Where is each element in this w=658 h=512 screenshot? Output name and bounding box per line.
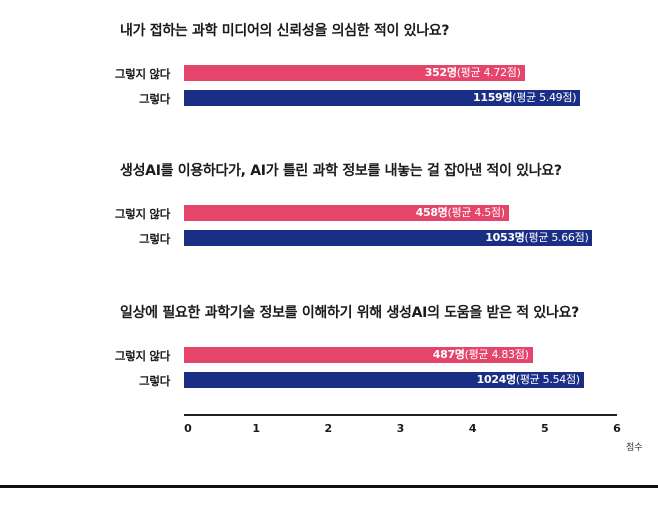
bar-data-label: 487명(평균 4.83점) xyxy=(433,347,529,363)
bar-data-label: 458명(평균 4.5점) xyxy=(416,205,505,221)
bar-data-label: 352명(평균 4.72점) xyxy=(425,65,521,81)
x-tick-label: 6 xyxy=(613,422,621,435)
x-tick-label: 4 xyxy=(468,422,477,435)
bar-yes: 1024명(평균 5.54점) xyxy=(184,372,584,388)
category-label: 그렇지 않다 xyxy=(114,207,170,221)
question-title: 일상에 필요한 과학기술 정보를 이해하기 위해 생성AI의 도움을 받은 적 … xyxy=(120,305,579,321)
x-tick-label: 2 xyxy=(324,422,333,435)
bar-count: 352명 xyxy=(424,66,457,79)
bar-count: 1053명 xyxy=(485,231,525,244)
x-tick-label: 1 xyxy=(252,422,260,435)
bar-yes: 1053명(평균 5.66점) xyxy=(184,230,593,246)
x-tick-label: 5 xyxy=(541,422,549,435)
bar-no: 487명(평균 4.83점) xyxy=(184,347,533,363)
bottom-divider xyxy=(0,485,658,488)
bar-average: (평균 5.49점) xyxy=(512,91,577,104)
bar-data-label: 1159명(평균 5.49점) xyxy=(473,90,576,106)
bar-average: (평균 5.54점) xyxy=(515,373,580,386)
bar-data-label: 1053명(평균 5.66점) xyxy=(485,230,588,246)
category-label: 그렇지 않다 xyxy=(114,67,170,81)
bar-count: 458명 xyxy=(415,206,448,219)
category-label: 그렇지 않다 xyxy=(114,349,170,363)
category-label: 그렇다 xyxy=(139,374,170,388)
x-axis-unit: 점수 xyxy=(626,443,643,453)
bar-average: (평균 4.5점) xyxy=(447,206,506,219)
bar-average: (평균 4.83점) xyxy=(464,348,529,361)
bar-count: 1159명 xyxy=(473,91,513,104)
question-title: 생성AI를 이용하다가, AI가 틀린 과학 정보를 내놓는 걸 잡아낸 적이 … xyxy=(120,163,562,179)
bar-count: 487명 xyxy=(432,348,465,361)
bar-no: 352명(평균 4.72점) xyxy=(184,65,525,81)
bar-data-label: 1024명(평균 5.54점) xyxy=(477,372,580,388)
bar-yes: 1159명(평균 5.49점) xyxy=(184,90,581,106)
bar-count: 1024명 xyxy=(476,373,517,386)
bar-average: (평균 4.72점) xyxy=(456,66,521,79)
category-label: 그렇다 xyxy=(139,92,170,106)
bar-no: 458명(평균 4.5점) xyxy=(184,205,509,221)
x-tick-label: 3 xyxy=(396,422,405,435)
x-tick-label: 0 xyxy=(184,422,192,435)
bar-average: (평균 5.66점) xyxy=(524,231,589,244)
x-axis-line xyxy=(184,414,617,416)
category-label: 그렇다 xyxy=(139,232,170,246)
question-title: 내가 접하는 과학 미디어의 신뢰성을 의심한 적이 있나요? xyxy=(120,23,450,39)
